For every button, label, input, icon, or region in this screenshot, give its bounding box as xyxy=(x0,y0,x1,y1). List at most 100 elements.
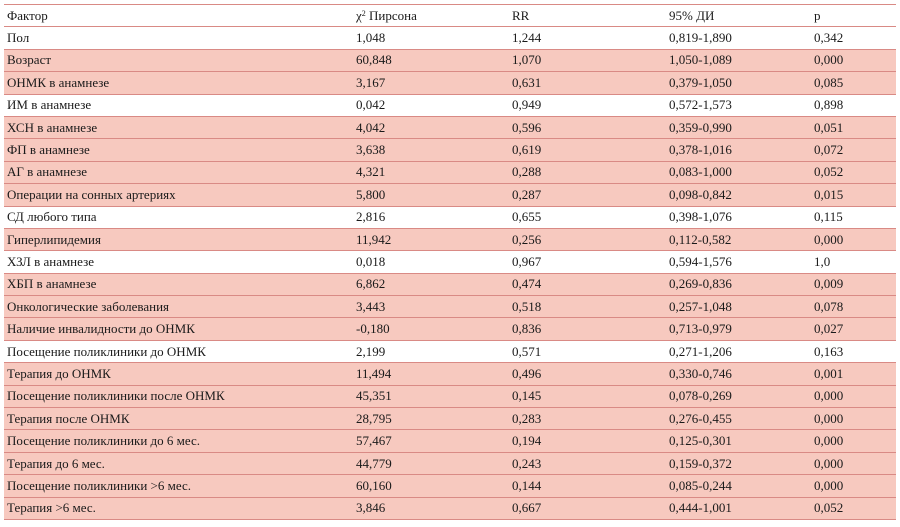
cell-chi2: 60,848 xyxy=(353,49,509,73)
table-row: Посещение поликлиники после ОНМК 45,351 0,… xyxy=(4,385,896,409)
cell-factor: ОНМК в анамнезе xyxy=(4,71,353,95)
table-row: Возраст 60,848 1,070 1,050-1,089 0,000 xyxy=(4,49,896,73)
cell-factor: Операции на сонных артериях xyxy=(4,183,353,207)
cell-rr: 0,596 xyxy=(509,116,666,140)
header-ci: 95% ДИ xyxy=(666,3,811,28)
cell-rr: 0,949 xyxy=(509,94,666,117)
cell-ci: 0,112-0,582 xyxy=(666,228,811,252)
cell-ci: 0,572-1,573 xyxy=(666,94,811,117)
cell-chi2: 57,467 xyxy=(353,429,509,453)
cell-rr: 0,256 xyxy=(509,228,666,252)
table-row: ИМ в анамнезе 0,042 0,949 0,572-1,573 0,898 xyxy=(4,94,896,117)
cell-rr: 0,655 xyxy=(509,206,666,229)
table-row: ХСН в анамнезе 4,042 0,596 0,359-0,990 0,051 xyxy=(4,116,896,140)
cell-p: 0,000 xyxy=(811,429,896,453)
cell-p: 0,000 xyxy=(811,49,896,73)
cell-chi2: -0,180 xyxy=(353,317,509,341)
cell-factor: Пол xyxy=(4,26,353,50)
cell-p: 0,000 xyxy=(811,228,896,252)
table-row: ХЗЛ в анамнезе 0,018 0,967 0,594-1,576 1,0 xyxy=(4,250,896,274)
cell-rr: 0,619 xyxy=(509,138,666,162)
cell-rr: 0,967 xyxy=(509,250,666,274)
cell-chi2: 3,638 xyxy=(353,138,509,162)
cell-p: 0,898 xyxy=(811,94,896,117)
cell-rr: 1,244 xyxy=(509,26,666,50)
table-body: Пол 1,048 1,244 0,819-1,890 0,342 Возраст 60,8… xyxy=(4,26,896,520)
cell-ci: 0,330-0,746 xyxy=(666,362,811,386)
cell-chi2: 11,494 xyxy=(353,362,509,386)
cell-rr: 0,571 xyxy=(509,340,666,364)
cell-factor: ХБП в анамнезе xyxy=(4,273,353,297)
cell-rr: 0,144 xyxy=(509,474,666,498)
header-p: p xyxy=(811,3,896,28)
table-row: Пол 1,048 1,244 0,819-1,890 0,342 xyxy=(4,26,896,50)
cell-factor: Посещение поликлиники >6 мес. xyxy=(4,474,353,498)
cell-factor: Терапия до ОНМК xyxy=(4,362,353,386)
cell-factor: ФП в анамнезе xyxy=(4,138,353,162)
cell-factor: Терапия >6 мес. xyxy=(4,497,353,520)
cell-ci: 0,379-1,050 xyxy=(666,71,811,95)
cell-rr: 1,070 xyxy=(509,49,666,73)
cell-ci: 0,085-0,244 xyxy=(666,474,811,498)
cell-ci: 0,378-1,016 xyxy=(666,138,811,162)
cell-rr: 0,518 xyxy=(509,295,666,319)
cell-p: 1,0 xyxy=(811,250,896,274)
cell-ci: 0,271-1,206 xyxy=(666,340,811,364)
cell-ci: 0,125-0,301 xyxy=(666,429,811,453)
cell-rr: 0,287 xyxy=(509,183,666,207)
table-row: Терапия до 6 мес. 44,779 0,243 0,159-0,372 0… xyxy=(4,452,896,476)
table-row: Операции на сонных артериях 5,800 0,287 0,0… xyxy=(4,183,896,207)
cell-ci: 0,083-1,000 xyxy=(666,161,811,185)
cell-chi2: 4,321 xyxy=(353,161,509,185)
cell-chi2: 4,042 xyxy=(353,116,509,140)
table-row: Гиперлипидемия 11,942 0,256 0,112-0,582 0,00… xyxy=(4,228,896,252)
cell-chi2: 2,199 xyxy=(353,340,509,364)
cell-factor: Посещение поликлиники до ОНМК xyxy=(4,340,353,364)
cell-chi2: 60,160 xyxy=(353,474,509,498)
cell-p: 0,342 xyxy=(811,26,896,50)
table-row: Посещение поликлиники >6 мес. 60,160 0,144… xyxy=(4,474,896,498)
cell-p: 0,085 xyxy=(811,71,896,95)
table-row: ФП в анамнезе 3,638 0,619 0,378-1,016 0,072 xyxy=(4,138,896,162)
cell-rr: 0,283 xyxy=(509,407,666,431)
cell-p: 0,000 xyxy=(811,452,896,476)
cell-ci: 0,444-1,001 xyxy=(666,497,811,520)
cell-chi2: 28,795 xyxy=(353,407,509,431)
table-row: СД любого типа 2,816 0,655 0,398-1,076 0,115 xyxy=(4,206,896,229)
cell-ci: 0,098-0,842 xyxy=(666,183,811,207)
table-row: Терапия после ОНМК 28,795 0,283 0,276-0,455… xyxy=(4,407,896,431)
table-row: Терапия >6 мес. 3,846 0,667 0,444-1,001 0,05… xyxy=(4,497,896,520)
cell-rr: 0,145 xyxy=(509,385,666,409)
chi-label: Пирсона xyxy=(365,7,417,23)
cell-chi2: 3,167 xyxy=(353,71,509,95)
table-row: АГ в анамнезе 4,321 0,288 0,083-1,000 0,052 xyxy=(4,161,896,185)
table-row: Терапия до ОНМК 11,494 0,496 0,330-0,746 0,0… xyxy=(4,362,896,386)
cell-chi2: 44,779 xyxy=(353,452,509,476)
cell-ci: 1,050-1,089 xyxy=(666,49,811,73)
table-row: Посещение поликлиники до ОНМК 2,199 0,571 0… xyxy=(4,340,896,364)
cell-p: 0,001 xyxy=(811,362,896,386)
cell-rr: 0,194 xyxy=(509,429,666,453)
cell-p: 0,052 xyxy=(811,497,896,520)
cell-p: 0,015 xyxy=(811,183,896,207)
cell-chi2: 1,048 xyxy=(353,26,509,50)
header-row: Фактор χ2 Пирсона RR 95% ДИ p xyxy=(4,3,896,28)
cell-rr: 0,496 xyxy=(509,362,666,386)
chi-symbol: χ xyxy=(356,7,362,23)
cell-chi2: 5,800 xyxy=(353,183,509,207)
cell-chi2: 3,846 xyxy=(353,497,509,520)
cell-rr: 0,288 xyxy=(509,161,666,185)
cell-ci: 0,078-0,269 xyxy=(666,385,811,409)
cell-rr: 0,836 xyxy=(509,317,666,341)
cell-chi2: 45,351 xyxy=(353,385,509,409)
cell-ci: 0,257-1,048 xyxy=(666,295,811,319)
cell-ci: 0,398-1,076 xyxy=(666,206,811,229)
table-row: Онкологические заболевания 3,443 0,518 0,25… xyxy=(4,295,896,319)
cell-factor: ХЗЛ в анамнезе xyxy=(4,250,353,274)
cell-factor: Гиперлипидемия xyxy=(4,228,353,252)
risk-factors-table: Фактор χ2 Пирсона RR 95% ДИ p Пол 1,048 1,… xyxy=(4,3,896,520)
cell-factor: Терапия после ОНМК xyxy=(4,407,353,431)
cell-ci: 0,159-0,372 xyxy=(666,452,811,476)
table-row: Посещение поликлиники до 6 мес. 57,467 0,1… xyxy=(4,429,896,453)
